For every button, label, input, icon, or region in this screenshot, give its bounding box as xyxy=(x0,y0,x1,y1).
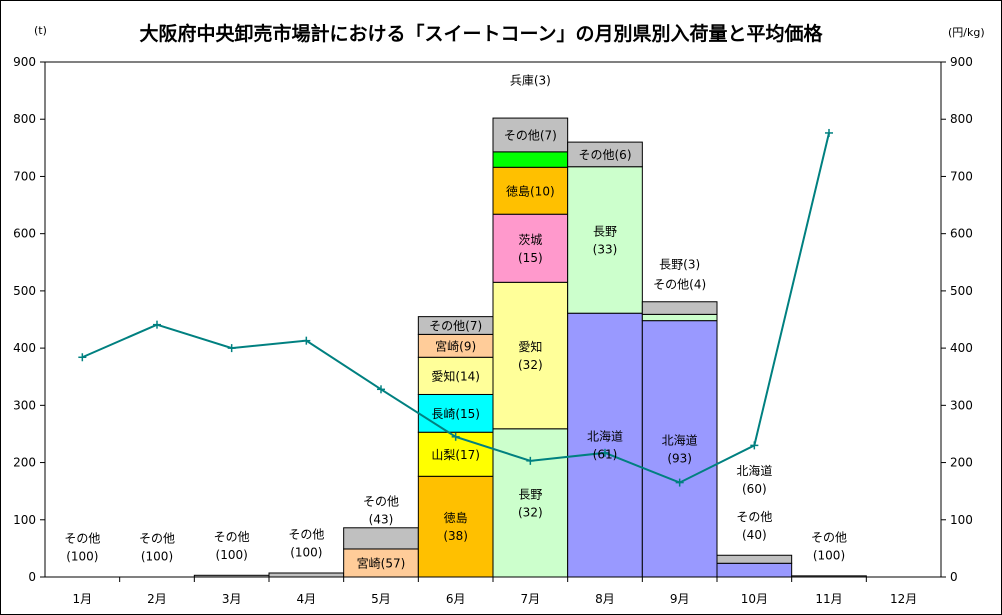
x-tick-label: 2月 xyxy=(147,592,167,606)
segment-label-北海道: 北海道(61) xyxy=(587,429,623,462)
bar-segment-茨城 xyxy=(492,213,569,283)
segment-label-徳島: 徳島(10) xyxy=(506,183,555,198)
segment-label-layer: その他(100) その他(100) その他(100) その他(100) 宮崎(57) その… xyxy=(64,74,847,571)
y-right-tick-label: 0 xyxy=(950,570,958,584)
bar-segment-北海道 xyxy=(567,312,643,578)
segment-label-北海道: 北海道(60) xyxy=(736,463,772,496)
bar-segment-その他 xyxy=(268,572,345,578)
x-tick-label: 5月 xyxy=(371,592,391,606)
x-tick-label: 8月 xyxy=(595,592,615,606)
axis-layer: 0 0 100 100 200 200 300 300 400 400 500 500 600 600 70… xyxy=(13,55,973,606)
bar-segment-長野 xyxy=(567,166,643,314)
y-left-tick-label: 900 xyxy=(13,55,36,69)
bar-segment-その他 xyxy=(716,554,793,564)
y-left-tick-label: 800 xyxy=(13,112,36,126)
y-right-tick-label: 200 xyxy=(950,456,973,470)
segment-label-山梨: 山梨(17) xyxy=(431,448,480,462)
segment-label-その他: その他(100) xyxy=(811,530,847,562)
y-right-tick-label: 700 xyxy=(950,169,973,183)
y-left-tick-label: 100 xyxy=(13,513,36,527)
segment-label-徳島: 徳島(38) xyxy=(443,510,468,543)
x-tick-label: 1月 xyxy=(73,592,93,606)
y-left-tick-label: 500 xyxy=(13,284,36,298)
segment-label-その他: その他(100) xyxy=(64,532,100,564)
y-left-tick-label: 400 xyxy=(13,341,36,355)
y-right-tick-label: 800 xyxy=(950,112,973,126)
y-left-tick-label: 0 xyxy=(28,570,36,584)
segment-label-宮崎: 宮崎(57) xyxy=(357,555,406,570)
bar-segment-北海道 xyxy=(641,320,718,578)
segment-label-長野: 長野(3) xyxy=(659,257,700,271)
y-right-tick-label: 300 xyxy=(950,398,973,412)
bar-segment-その他 xyxy=(492,117,569,153)
y-left-tick-label: 600 xyxy=(13,227,36,241)
y-left-tick-label: 700 xyxy=(13,169,36,183)
segment-label-その他: その他(40) xyxy=(736,510,772,542)
x-tick-label: 6月 xyxy=(446,592,466,606)
bar-segment-長野 xyxy=(492,428,569,578)
bar-segment-その他 xyxy=(641,301,718,315)
y-right-tick-label: 400 xyxy=(950,341,973,355)
bar-segment-その他 xyxy=(343,527,419,550)
bar-segment-長野 xyxy=(641,313,718,322)
x-tick-label: 11月 xyxy=(815,592,842,606)
bar-segment-宮崎 xyxy=(343,548,419,578)
bar-segment-兵庫 xyxy=(492,151,569,168)
segment-label-その他: その他(100) xyxy=(214,530,250,562)
chart-title: 大阪府中央卸売市場計における「スイートコーン」の月別県別入荷量と平均価格 xyxy=(139,22,823,45)
bar-segment-その他 xyxy=(567,141,643,168)
x-tick-label: 3月 xyxy=(222,592,242,606)
segment-label-その他: その他(100) xyxy=(288,527,324,559)
segment-label-その他: その他(7) xyxy=(429,319,482,333)
segment-label-その他: その他(7) xyxy=(504,128,557,142)
segment-label-兵庫: 兵庫(3) xyxy=(510,74,551,88)
segment-label-長崎: 長崎(15) xyxy=(431,407,480,421)
segment-label-愛知: 愛知(32) xyxy=(518,340,543,372)
y-right-unit-label: (円/kg) xyxy=(948,26,985,39)
segment-label-その他: その他(43) xyxy=(363,494,399,526)
x-tick-label: 12月 xyxy=(890,592,917,606)
y-left-unit-label: (t) xyxy=(34,24,47,37)
x-tick-label: 4月 xyxy=(297,592,317,606)
segment-label-宮崎: 宮崎(9) xyxy=(435,338,476,353)
price-line-layer xyxy=(78,128,833,487)
segment-label-愛知: 愛知(14) xyxy=(431,369,480,383)
segment-label-その他: その他(100) xyxy=(139,532,175,564)
y-left-tick-label: 300 xyxy=(13,398,36,412)
y-right-tick-label: 900 xyxy=(950,55,973,69)
y-right-tick-label: 100 xyxy=(950,513,973,527)
bar-segment-愛知 xyxy=(417,356,494,395)
segment-label-長野: 長野(32) xyxy=(518,487,543,519)
y-right-tick-label: 600 xyxy=(950,227,973,241)
bar-segment-北海道 xyxy=(716,562,793,578)
bar-segment-徳島 xyxy=(417,475,494,578)
segment-label-北海道: 北海道(93) xyxy=(662,432,698,465)
segment-label-長野: 長野(33) xyxy=(593,224,618,256)
y-left-tick-label: 200 xyxy=(13,456,36,470)
segment-label-その他: その他(6) xyxy=(579,148,632,162)
x-tick-label: 9月 xyxy=(670,592,690,606)
x-tick-label: 7月 xyxy=(521,592,541,606)
segment-label-茨城: 茨城(15) xyxy=(518,233,543,265)
bar-segment-愛知 xyxy=(492,281,569,430)
segment-label-その他: その他(4) xyxy=(653,277,706,291)
y-right-tick-label: 500 xyxy=(950,284,973,298)
bar-layer xyxy=(193,117,867,578)
x-tick-label: 10月 xyxy=(741,592,768,606)
